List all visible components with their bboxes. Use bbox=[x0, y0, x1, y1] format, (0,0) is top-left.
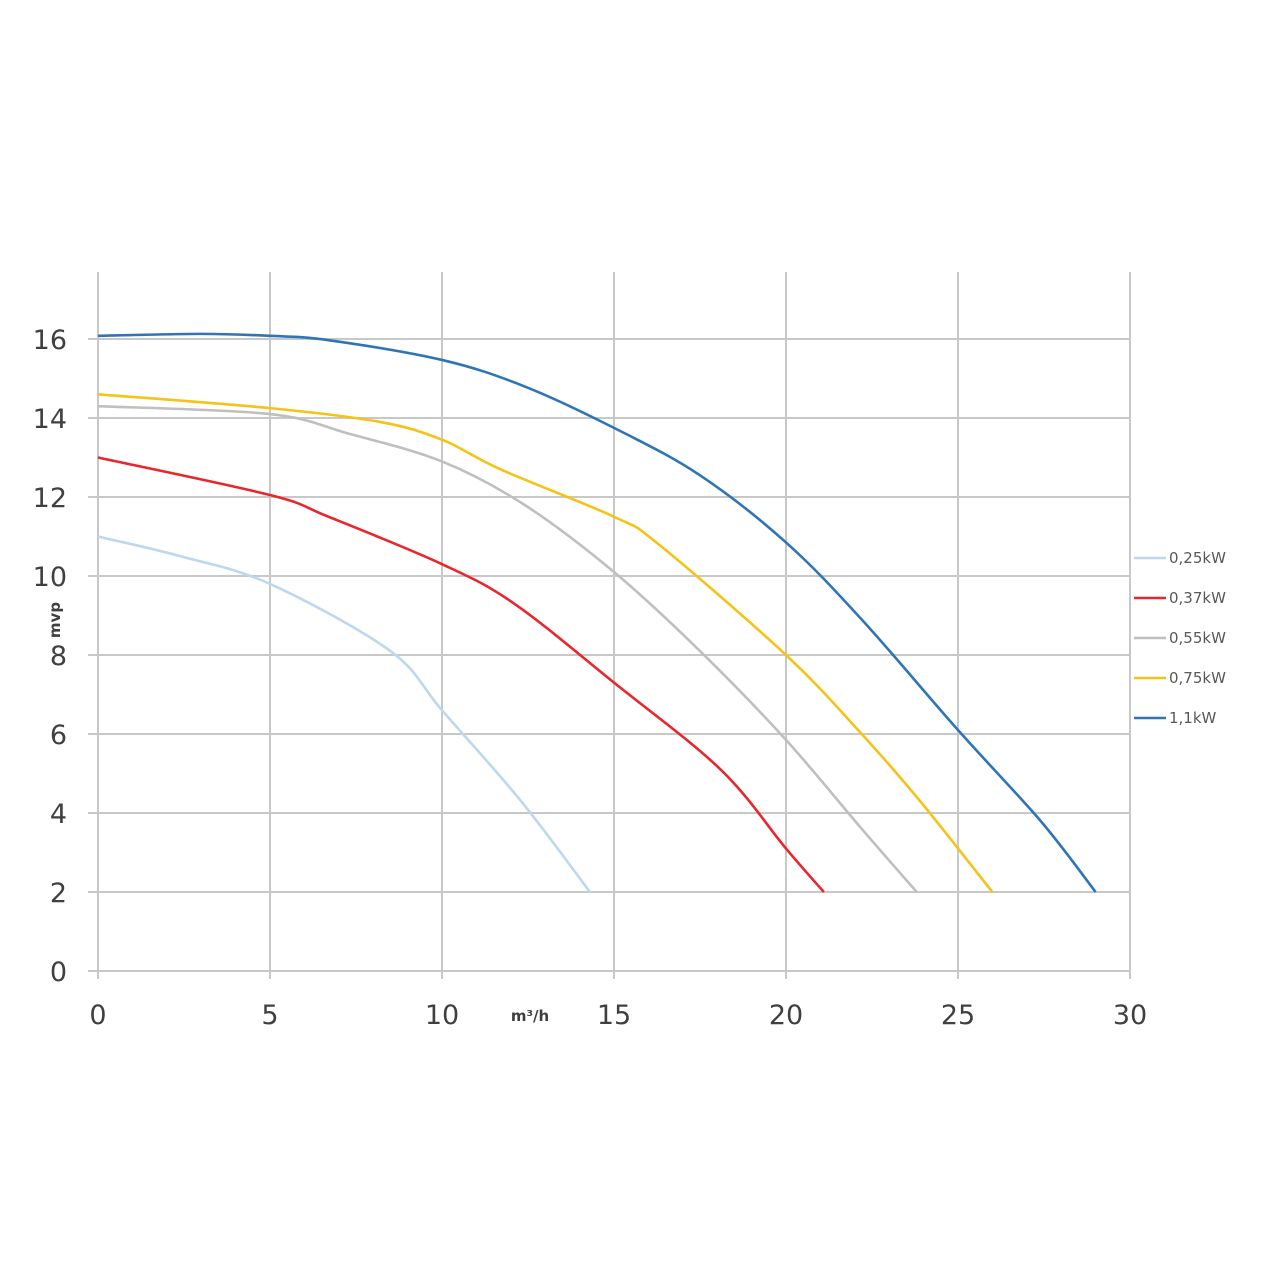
y-tick-label: 0 bbox=[50, 957, 67, 988]
y-tick-label: 2 bbox=[50, 878, 67, 909]
y-tick-label: 12 bbox=[33, 483, 67, 514]
grid bbox=[88, 272, 1131, 979]
x-tick-label: 25 bbox=[941, 1000, 975, 1031]
x-axis-label: m³/h bbox=[511, 1007, 549, 1025]
y-axis-label: mvp bbox=[46, 602, 64, 638]
y-tick-label: 8 bbox=[50, 641, 67, 672]
y-tick-label: 10 bbox=[33, 562, 67, 593]
x-tick-label: 30 bbox=[1113, 1000, 1147, 1031]
legend-label-1-1kw: 1,1kW bbox=[1169, 709, 1217, 727]
y-tick-label: 6 bbox=[50, 720, 67, 751]
series-line-0-75kw bbox=[97, 393, 994, 893]
x-tick-label: 5 bbox=[261, 1000, 278, 1031]
series-line-0-25kw bbox=[97, 535, 591, 893]
legend-label-0-75kw: 0,75kW bbox=[1169, 669, 1226, 687]
x-tick-label: 10 bbox=[425, 1000, 459, 1031]
y-tick-label: 4 bbox=[50, 799, 67, 830]
legend-label-0-25kw: 0,25kW bbox=[1169, 549, 1226, 567]
legend-label-0-55kw: 0,55kW bbox=[1169, 629, 1226, 647]
x-tick-label: 0 bbox=[89, 1000, 106, 1031]
y-tick-label: 14 bbox=[33, 404, 67, 435]
x-tick-label: 15 bbox=[597, 1000, 631, 1031]
series-line-1-1kw bbox=[97, 332, 1097, 893]
series-lines bbox=[97, 332, 1097, 893]
y-tick-label: 16 bbox=[33, 325, 67, 356]
tick-labels: 0 5 10 15 20 25 30 0 2 4 6 8 10 12 14 16 bbox=[33, 325, 1148, 1031]
series-line-0-55kw bbox=[97, 404, 918, 893]
legend: 0,25kW 0,37kW 0,55kW 0,75kW 1,1kW bbox=[1134, 549, 1226, 727]
series-line-0-37kw bbox=[97, 456, 825, 893]
x-tick-label: 20 bbox=[769, 1000, 803, 1031]
legend-label-0-37kw: 0,37kW bbox=[1169, 589, 1226, 607]
